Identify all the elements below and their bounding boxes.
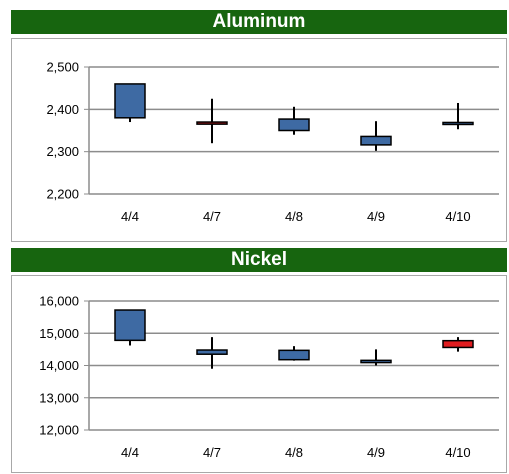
nickel-x-tick-label: 4/4	[121, 445, 139, 460]
aluminum-y-tick-label: 2,400	[46, 102, 79, 117]
nickel-y-tick-label: 14,000	[39, 358, 79, 373]
nickel-chart-panel: 12,000 13,000 14,000 15,000 16,000 4/4 4/7 4/8 4…	[11, 275, 507, 473]
aluminum-x-tick-label: 4/4	[121, 209, 139, 224]
aluminum-candle-body	[114, 83, 146, 119]
aluminum-candle-body	[442, 121, 474, 126]
nickel-candle-body	[442, 339, 474, 349]
aluminum-x-tick-label: 4/7	[203, 209, 221, 224]
aluminum-y-tick-label: 2,300	[46, 144, 79, 159]
nickel-y-tick-label: 12,000	[39, 423, 79, 438]
aluminum-chart-panel: 2,200 2,300 2,400 2,500 4/4 4/7 4/8 4/9 4/10	[11, 38, 507, 242]
nickel-candle-body	[360, 359, 392, 364]
aluminum-x-tick-label: 4/9	[367, 209, 385, 224]
nickel-candlestick-chart: 12,000 13,000 14,000 15,000 16,000 4/4 4/7 4/8 4…	[39, 294, 499, 460]
nickel-y-tick-label: 13,000	[39, 390, 79, 405]
aluminum-candle-body	[278, 118, 310, 132]
aluminum-chart-title-banner: Aluminum	[11, 10, 507, 34]
aluminum-candlestick-chart: 2,200 2,300 2,400 2,500 4/4 4/7 4/8 4/9 4/10	[46, 60, 499, 224]
nickel-x-tick-label: 4/10	[445, 445, 470, 460]
nickel-chart-title-banner: Nickel	[11, 248, 507, 272]
nickel-x-tick-label: 4/8	[285, 445, 303, 460]
nickel-y-tick-label: 16,000	[39, 294, 79, 309]
aluminum-x-tick-label: 4/8	[285, 209, 303, 224]
nickel-candle-body	[278, 349, 310, 361]
nickel-x-tick-label: 4/7	[203, 445, 221, 460]
aluminum-candle-body	[360, 135, 392, 146]
aluminum-y-tick-label: 2,500	[46, 60, 79, 75]
nickel-x-tick-label: 4/9	[367, 445, 385, 460]
nickel-y-tick-label: 15,000	[39, 326, 79, 341]
aluminum-candle-body	[196, 121, 228, 125]
aluminum-y-tick-label: 2,200	[46, 187, 79, 202]
aluminum-x-tick-label: 4/10	[445, 209, 470, 224]
nickel-candle-body	[114, 309, 146, 342]
nickel-candle-body	[196, 349, 228, 355]
